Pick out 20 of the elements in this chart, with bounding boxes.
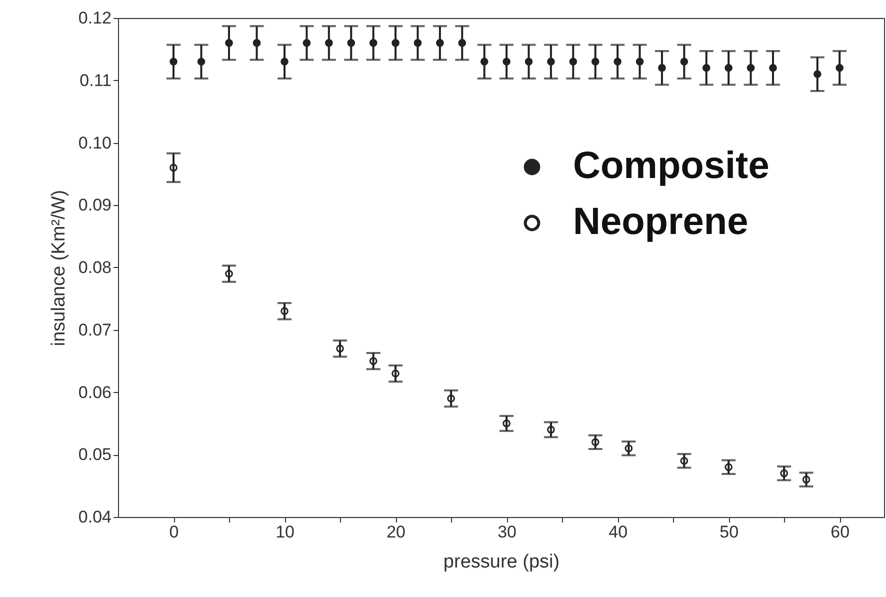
y-axis-title: insulance (Km²/W) bbox=[48, 190, 70, 346]
x-tick-label: 30 bbox=[498, 522, 517, 542]
x-tick-label: 50 bbox=[720, 522, 739, 542]
y-tick-label: 0.11 bbox=[80, 70, 112, 90]
x-tick-label: 40 bbox=[608, 522, 628, 542]
y-tick-label: 0.05 bbox=[78, 445, 112, 464]
y-tick-label: 0.12 bbox=[78, 8, 112, 28]
y-tick-label: 0.07 bbox=[78, 320, 112, 340]
legend-label: Composite bbox=[573, 145, 770, 187]
y-tick-label: 0.09 bbox=[78, 196, 112, 215]
x-tick-label: 10 bbox=[276, 522, 294, 542]
y-tick-label: 0.10 bbox=[78, 133, 112, 152]
legend-label: Neoprene bbox=[573, 201, 748, 243]
x-tick-label: 20 bbox=[386, 522, 406, 542]
y-tick-label: 0.08 bbox=[78, 258, 112, 277]
x-tick-label: 0 bbox=[169, 522, 179, 542]
y-tick-label: 0.06 bbox=[78, 382, 112, 402]
x-tick-label: 60 bbox=[830, 522, 850, 542]
x-axis-title: pressure (psi) bbox=[443, 552, 560, 572]
y-tick-label: 0.04 bbox=[78, 508, 112, 526]
